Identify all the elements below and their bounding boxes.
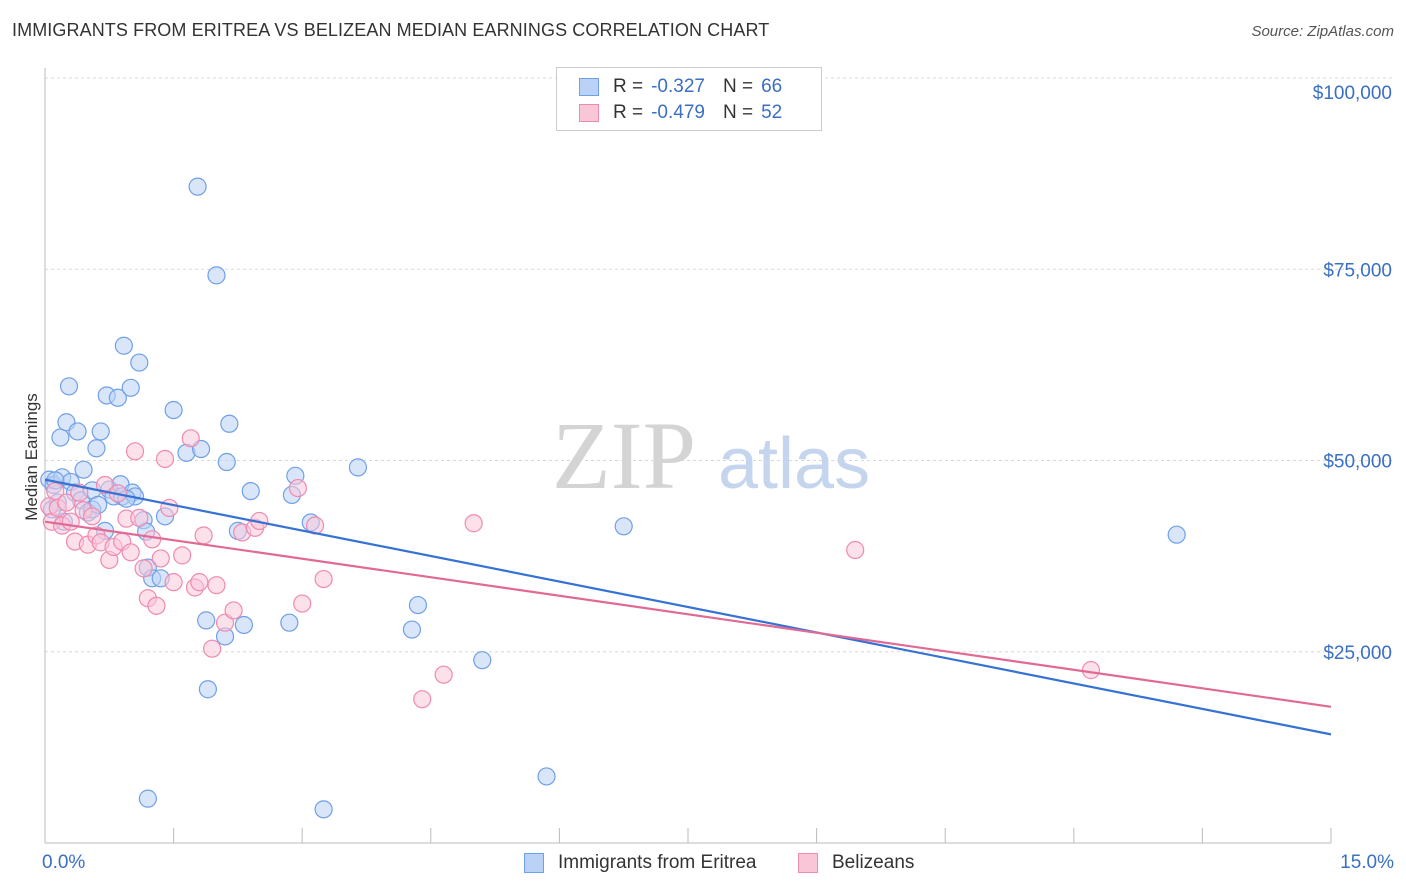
data-point [402, 620, 422, 639]
data-point [280, 613, 299, 632]
series-legend-eritrea[interactable]: Immigrants from Eritrea [524, 852, 756, 874]
data-point [207, 576, 226, 595]
data-point [314, 569, 333, 589]
y-tick-label: $100,000 [1313, 83, 1392, 104]
watermark-atlas: atlas [718, 424, 870, 504]
legend-row-belizeans: R = -0.479 N = 52 [579, 101, 782, 125]
data-point [220, 414, 239, 433]
y-tick-labels: $25,000 $50,000 $75,000 $100,000 [1313, 83, 1392, 664]
axes [44, 68, 1332, 844]
data-point [164, 573, 183, 592]
legend-r-label: R = [613, 102, 644, 123]
data-point [143, 530, 162, 549]
y-tick-label: $75,000 [1323, 260, 1392, 281]
data-point [155, 449, 175, 469]
data-point [130, 508, 149, 527]
data-point [207, 266, 226, 285]
data-point [74, 460, 93, 479]
data-point [57, 493, 76, 512]
legend-n-label: N = [722, 76, 754, 97]
data-point [125, 442, 145, 461]
data-point [181, 429, 200, 448]
series-swatch-belizeans [798, 853, 818, 873]
data-point [1167, 525, 1186, 544]
data-point [464, 514, 483, 533]
trend-line [44, 520, 1332, 708]
series-label-eritrea: Immigrants from Eritrea [558, 852, 757, 873]
source-credit: Source: ZipAtlas.com [1251, 23, 1394, 40]
correlation-legend: R = -0.327 N = 66 R = -0.479 N = 52 [556, 67, 822, 131]
data-point [95, 475, 115, 495]
data-point [147, 596, 166, 615]
data-point [121, 378, 140, 397]
data-point [164, 400, 183, 420]
legend-r-value: -0.327 [651, 76, 705, 97]
series-legend: Immigrants from Eritrea Belizeans [0, 852, 1406, 878]
data-point [224, 601, 243, 620]
chart-title: IMMIGRANTS FROM ERITREA VS BELIZEAN MEDI… [12, 20, 770, 40]
data-point [138, 789, 157, 808]
legend-r-value: -0.479 [651, 102, 705, 123]
data-point [68, 422, 87, 441]
data-point [288, 478, 308, 498]
data-point [537, 767, 556, 786]
data-point [234, 615, 254, 635]
legend-n-value: 52 [761, 102, 783, 123]
data-point [59, 377, 79, 396]
legend-swatch-eritrea [579, 78, 599, 96]
data-point [314, 800, 333, 819]
data-point [846, 540, 865, 560]
data-point [51, 428, 70, 447]
legend-n-label: N = [722, 102, 754, 123]
legend-swatch-belizeans [579, 104, 599, 122]
data-point [473, 651, 492, 670]
trend-line [44, 478, 1332, 736]
data-point [114, 336, 133, 355]
data-point [130, 353, 149, 372]
data-point [1081, 661, 1101, 680]
watermark-zip: ZIP [552, 402, 696, 509]
data-point [87, 439, 106, 458]
data-point [217, 452, 236, 472]
data-point [434, 665, 453, 684]
series-label-belizeans: Belizeans [832, 852, 915, 873]
data-point [188, 177, 207, 196]
data-point [134, 559, 153, 578]
data-point [108, 388, 127, 407]
data-point [173, 546, 192, 565]
series-layer [40, 177, 1186, 819]
data-point [408, 595, 428, 615]
y-tick-label: $50,000 [1323, 452, 1392, 473]
series-swatch-eritrea [524, 853, 544, 873]
data-point [241, 482, 260, 501]
data-point [198, 680, 217, 699]
legend-n-value: 66 [761, 76, 783, 97]
data-point [203, 639, 222, 658]
data-point [293, 594, 312, 613]
x-min-label: 0.0% [42, 852, 86, 873]
trend-layer [44, 478, 1332, 736]
data-point [151, 549, 170, 568]
data-point [121, 543, 140, 562]
data-point [190, 573, 209, 592]
y-axis-title: Median Earnings [22, 393, 41, 521]
data-point [348, 458, 368, 477]
data-point [194, 526, 213, 545]
x-max-label: 15.0% [1340, 852, 1394, 873]
data-point [413, 690, 432, 709]
y-tick-label: $25,000 [1323, 643, 1392, 664]
gridlines [45, 77, 1392, 653]
legend-row-eritrea: R = -0.327 N = 66 [579, 75, 782, 99]
data-point [83, 507, 102, 526]
data-point [614, 517, 633, 536]
series-belizeans [40, 429, 1101, 709]
series-legend-belizeans[interactable]: Belizeans [798, 852, 914, 874]
data-point [197, 611, 216, 630]
data-point [91, 422, 110, 441]
legend-r-label: R = [613, 76, 644, 97]
